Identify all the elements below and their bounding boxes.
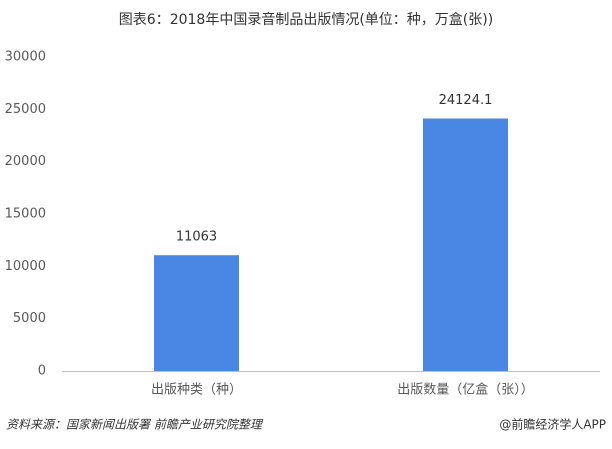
chart-title: 图表6：2018年中国录音制品出版情况(单位：种，万盒(张)) [119, 11, 493, 28]
y-tick-label: 5000 [13, 311, 46, 326]
y-tick-label: 20000 [5, 154, 46, 169]
bar [423, 118, 508, 371]
data-label: 11063 [176, 230, 217, 245]
x-tick-label: 出版种类（种） [151, 383, 242, 398]
credit: @前瞻经济学人APP [499, 417, 606, 432]
data-label: 24124.1 [439, 93, 493, 108]
bar [154, 255, 239, 371]
y-tick-label: 25000 [5, 102, 46, 117]
x-tick-label: 出版数量（亿盒（张）） [397, 382, 534, 398]
y-tick-label: 0 [38, 364, 46, 379]
y-tick-label: 15000 [5, 207, 46, 222]
y-tick-label: 30000 [5, 50, 46, 65]
source-note: 资料来源：国家新闻出版署 前瞻产业研究院整理 [6, 418, 264, 432]
y-tick-label: 10000 [5, 259, 46, 274]
